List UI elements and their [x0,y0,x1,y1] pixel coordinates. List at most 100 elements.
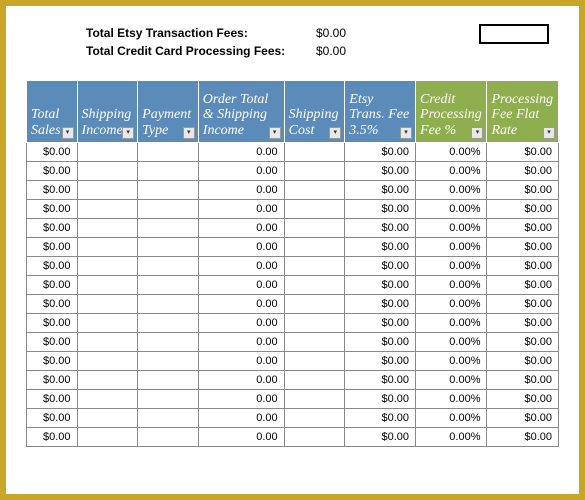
table-cell[interactable]: $0.00 [27,257,78,276]
table-cell[interactable]: $0.00 [487,409,559,428]
table-cell[interactable]: 0.00 [198,371,284,390]
table-cell[interactable]: $0.00 [27,428,78,447]
table-cell[interactable]: $0.00 [487,333,559,352]
table-cell[interactable]: 0.00 [198,409,284,428]
table-cell[interactable] [77,314,138,333]
table-cell[interactable]: $0.00 [345,428,416,447]
table-cell[interactable]: $0.00 [27,352,78,371]
table-cell[interactable] [138,428,199,447]
table-cell[interactable] [138,257,199,276]
table-cell[interactable] [77,162,138,181]
table-cell[interactable]: 0.00 [198,219,284,238]
table-cell[interactable]: $0.00 [27,200,78,219]
table-cell[interactable]: 0.00 [198,238,284,257]
table-cell[interactable]: $0.00 [345,352,416,371]
table-cell[interactable]: 0.00% [416,295,487,314]
table-cell[interactable]: $0.00 [345,390,416,409]
table-cell[interactable] [138,352,199,371]
table-cell[interactable]: $0.00 [27,390,78,409]
table-cell[interactable] [284,219,345,238]
table-cell[interactable]: $0.00 [345,200,416,219]
table-cell[interactable]: 0.00% [416,333,487,352]
table-cell[interactable] [77,219,138,238]
table-cell[interactable]: 0.00 [198,390,284,409]
table-cell[interactable]: $0.00 [487,428,559,447]
table-cell[interactable]: 0.00 [198,314,284,333]
table-cell[interactable]: $0.00 [345,162,416,181]
table-cell[interactable]: 0.00% [416,238,487,257]
table-cell[interactable]: 0.00 [198,333,284,352]
table-cell[interactable] [284,276,345,295]
filter-dropdown-icon[interactable]: ▾ [269,127,281,139]
filter-dropdown-icon[interactable]: ▾ [183,127,195,139]
table-cell[interactable]: $0.00 [345,409,416,428]
table-cell[interactable]: $0.00 [487,143,559,162]
table-cell[interactable] [138,219,199,238]
table-cell[interactable]: 0.00 [198,276,284,295]
table-cell[interactable]: 0.00% [416,219,487,238]
table-cell[interactable]: 0.00% [416,428,487,447]
table-cell[interactable]: $0.00 [487,200,559,219]
table-cell[interactable] [77,409,138,428]
table-cell[interactable]: $0.00 [345,314,416,333]
table-cell[interactable]: $0.00 [345,257,416,276]
table-cell[interactable]: $0.00 [27,143,78,162]
column-header[interactable]: Total Sales▾ [27,81,78,143]
table-cell[interactable] [138,162,199,181]
table-cell[interactable]: $0.00 [27,409,78,428]
table-cell[interactable] [138,409,199,428]
table-cell[interactable]: $0.00 [487,162,559,181]
table-cell[interactable]: $0.00 [345,276,416,295]
table-cell[interactable]: 0.00% [416,352,487,371]
table-cell[interactable] [77,200,138,219]
table-cell[interactable]: $0.00 [27,162,78,181]
table-cell[interactable]: $0.00 [345,143,416,162]
table-cell[interactable]: $0.00 [487,181,559,200]
column-header[interactable]: Etsy Trans. Fee 3.5%▾ [345,81,416,143]
table-cell[interactable]: $0.00 [27,219,78,238]
table-cell[interactable] [284,181,345,200]
table-cell[interactable] [284,352,345,371]
column-header[interactable]: Processing Fee Flat Rate▾ [487,81,559,143]
table-cell[interactable]: 0.00% [416,257,487,276]
filter-dropdown-icon[interactable]: ▾ [543,127,555,139]
table-cell[interactable] [284,409,345,428]
filter-dropdown-icon[interactable]: ▾ [400,127,412,139]
filter-dropdown-icon[interactable]: ▾ [62,127,74,139]
table-cell[interactable] [138,314,199,333]
table-cell[interactable]: 0.00% [416,200,487,219]
table-cell[interactable]: $0.00 [27,276,78,295]
table-cell[interactable] [284,238,345,257]
table-cell[interactable] [284,333,345,352]
table-cell[interactable]: $0.00 [487,238,559,257]
table-cell[interactable]: 0.00% [416,409,487,428]
table-cell[interactable]: $0.00 [27,238,78,257]
table-cell[interactable]: $0.00 [27,295,78,314]
table-cell[interactable] [284,162,345,181]
column-header[interactable]: Shipping Cost▾ [284,81,345,143]
table-cell[interactable] [284,428,345,447]
table-cell[interactable] [284,390,345,409]
table-cell[interactable]: 0.00% [416,390,487,409]
table-cell[interactable] [284,257,345,276]
table-cell[interactable]: $0.00 [487,314,559,333]
table-cell[interactable]: 0.00 [198,428,284,447]
table-cell[interactable] [77,238,138,257]
table-cell[interactable] [284,143,345,162]
table-cell[interactable] [77,257,138,276]
table-cell[interactable] [138,181,199,200]
table-cell[interactable]: $0.00 [487,390,559,409]
table-cell[interactable] [284,295,345,314]
table-cell[interactable] [138,371,199,390]
table-cell[interactable]: 0.00 [198,162,284,181]
table-cell[interactable]: 0.00 [198,143,284,162]
table-cell[interactable] [138,390,199,409]
table-cell[interactable]: $0.00 [27,314,78,333]
table-cell[interactable]: $0.00 [345,219,416,238]
table-cell[interactable] [77,371,138,390]
table-cell[interactable]: 0.00% [416,276,487,295]
table-cell[interactable] [284,314,345,333]
filter-dropdown-icon[interactable]: ▾ [471,127,483,139]
table-cell[interactable] [138,333,199,352]
table-cell[interactable]: 0.00 [198,181,284,200]
